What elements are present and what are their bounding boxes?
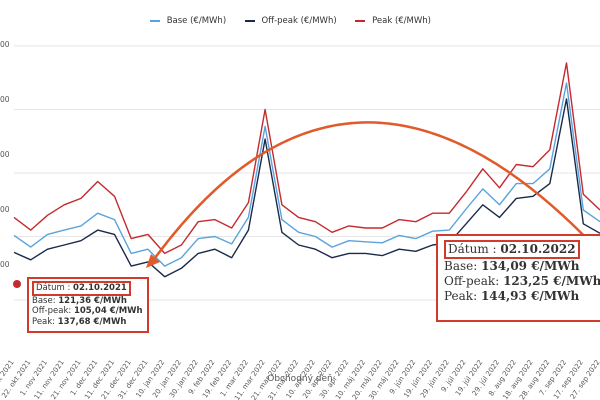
tooltip-date-box: Dátum : 02.10.2022 bbox=[444, 240, 580, 259]
tooltip-2021: Dátum : 02.10.2021 Base: 121,36 €/MWh Of… bbox=[27, 277, 149, 333]
tooltip-peak-value: 137,68 €/MWh bbox=[57, 316, 127, 327]
tooltip-base-value: 134,09 €/MWh bbox=[481, 259, 580, 273]
y-tick-label: 00 bbox=[0, 205, 10, 214]
legend-swatch bbox=[150, 19, 160, 22]
y-tick-label: 00 bbox=[0, 150, 10, 159]
tooltip-peak-value: 144,93 €/MWh bbox=[480, 289, 580, 303]
tooltip-date: 02.10.2022 bbox=[500, 242, 576, 256]
x-axis-title: Obchodný deň bbox=[267, 374, 333, 384]
y-tick-label: 00 bbox=[0, 40, 10, 49]
legend-item-base[interactable]: Base (€/MWh) bbox=[150, 16, 226, 26]
tooltip-offpeak-value: 123,25 €/MWh bbox=[503, 274, 600, 288]
legend-swatch bbox=[355, 19, 366, 22]
series-line-0 bbox=[13, 82, 600, 267]
series-line-1 bbox=[13, 98, 600, 278]
tooltip-2022: Dátum : 02.10.2022 Base: 134,09 €/MWh Of… bbox=[436, 234, 600, 322]
tooltip-date-label: Dátum : bbox=[36, 283, 71, 293]
legend-label: Off-peak (€/MWh) bbox=[261, 16, 337, 26]
y-tick-label: 00 bbox=[0, 260, 10, 269]
tooltip-base-label: Base: bbox=[32, 295, 56, 306]
legend-label: Peak (€/MWh) bbox=[372, 16, 431, 26]
tooltip-base-label: Base: bbox=[444, 259, 478, 273]
tooltip-base-value: 121,36 €/MWh bbox=[58, 295, 127, 306]
legend-item-offpeak[interactable]: Off-peak (€/MWh) bbox=[244, 16, 337, 26]
tooltip-offpeak-value: 105,04 €/MWh bbox=[73, 306, 143, 317]
legend-label: Base (€/MWh) bbox=[166, 16, 227, 26]
legend-swatch bbox=[244, 19, 255, 22]
legend-item-peak[interactable]: Peak (€/MWh) bbox=[355, 16, 431, 26]
arrow-tail-head bbox=[146, 254, 160, 268]
legend: Base (€/MWh) Off-peak (€/MWh) Peak (€/MW… bbox=[150, 16, 447, 26]
tooltip-offpeak-label: Off-peak: bbox=[444, 274, 500, 288]
tooltip-date-label: Dátum : bbox=[448, 242, 497, 256]
tooltip-peak-label: Peak: bbox=[444, 289, 478, 303]
tooltip-date: 02.10.2021 bbox=[73, 283, 127, 293]
y-tick-label: 00 bbox=[0, 95, 10, 104]
series-lines bbox=[13, 62, 600, 278]
tooltip-offpeak-label: Off-peak: bbox=[32, 306, 72, 317]
arrow-path bbox=[150, 121, 597, 263]
highlight-point bbox=[13, 280, 21, 288]
tooltip-date-box: Dátum : 02.10.2021 bbox=[32, 281, 131, 296]
tooltip-peak-label: Peak: bbox=[32, 316, 56, 327]
series-line-2 bbox=[13, 62, 600, 255]
